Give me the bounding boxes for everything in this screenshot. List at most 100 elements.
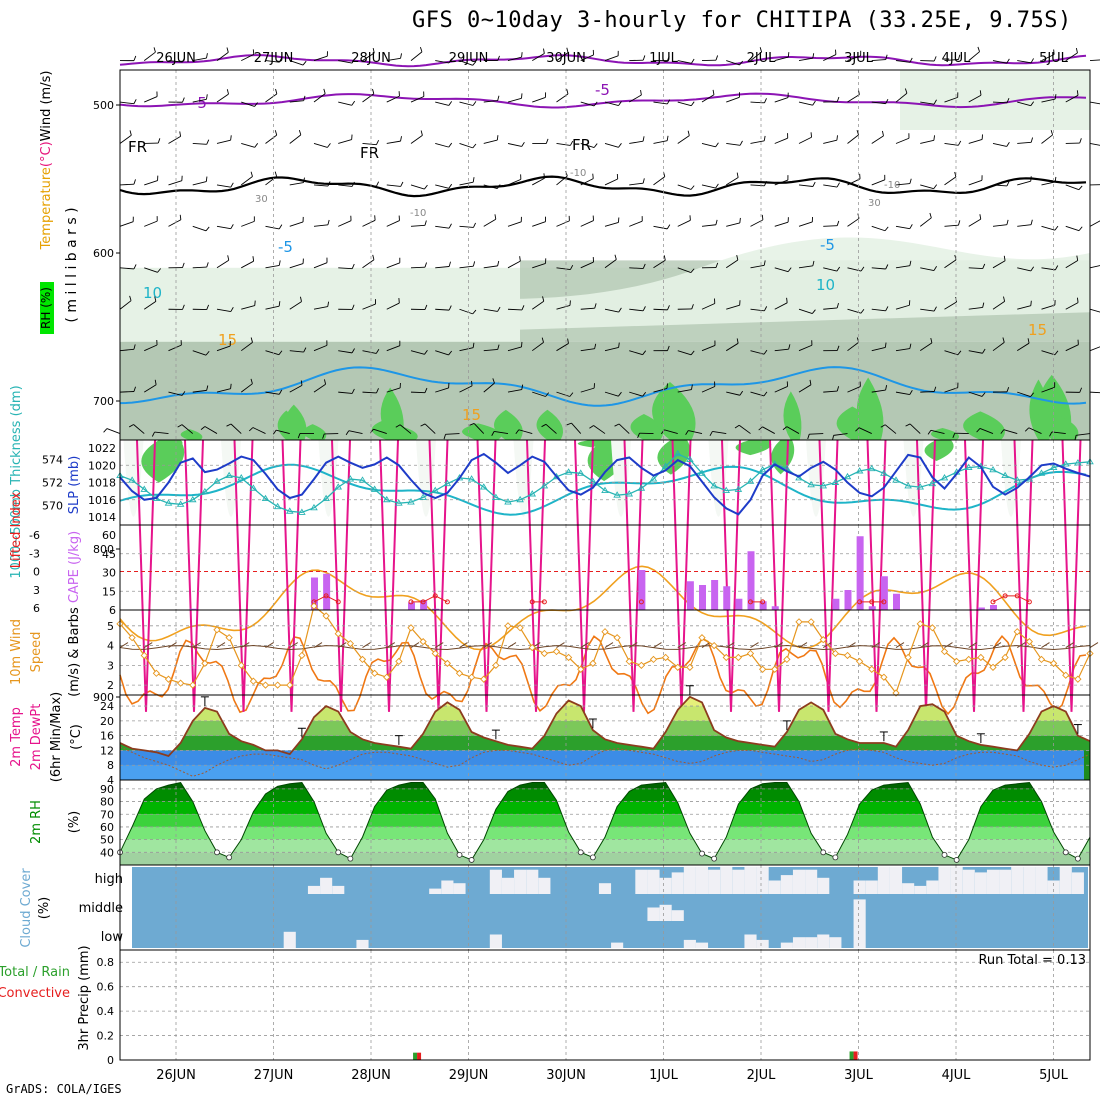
wind-barb-flag bbox=[472, 309, 477, 315]
date-label-bottom: 5JUL bbox=[1039, 1068, 1069, 1083]
wind-barb bbox=[580, 178, 594, 186]
wind-barb bbox=[992, 224, 1007, 227]
wind-barb bbox=[604, 347, 619, 352]
wind-barb bbox=[968, 94, 982, 103]
wind-barb bbox=[750, 264, 765, 269]
wind-barb bbox=[1017, 180, 1031, 186]
wind-barb-flag bbox=[715, 55, 719, 61]
cloud-clear-cell bbox=[320, 877, 333, 894]
wind-speed-marker bbox=[528, 643, 536, 652]
wind-speed-marker bbox=[940, 647, 949, 656]
wind-barb-flag bbox=[933, 135, 935, 141]
wind-barb bbox=[313, 55, 328, 62]
run-total-label: Run Total = 0.13 bbox=[978, 953, 1086, 968]
thickness-marker bbox=[467, 475, 476, 482]
wind-barb-flag bbox=[642, 178, 645, 184]
rh-band-light bbox=[120, 237, 1090, 342]
wind-barb-flag bbox=[206, 53, 208, 59]
rh-dry-spike bbox=[513, 440, 534, 517]
wind-speed-marker bbox=[201, 659, 209, 668]
wind-barb bbox=[144, 180, 158, 186]
precip-convective-label: Convective bbox=[0, 986, 70, 1001]
wind-barb bbox=[119, 391, 135, 393]
wind-barb bbox=[968, 267, 983, 269]
li-marker bbox=[323, 593, 329, 599]
wind-barb bbox=[168, 180, 182, 186]
rh-dry-spike bbox=[708, 440, 729, 517]
wind-barb bbox=[459, 181, 474, 186]
wind-barb-flag bbox=[250, 378, 253, 384]
wind-barb bbox=[192, 57, 207, 62]
wind-barb bbox=[459, 265, 474, 269]
wind-barb bbox=[798, 344, 813, 352]
wind-barb bbox=[701, 642, 711, 648]
wind-barb-flag bbox=[885, 385, 888, 391]
wind-speed-marker bbox=[128, 634, 136, 642]
wind-barb bbox=[895, 348, 910, 352]
temp-axis-label: (°C) bbox=[69, 724, 84, 750]
thickness-marker bbox=[261, 494, 270, 502]
rh-plume bbox=[303, 424, 327, 440]
thickness-axis-label: 1000~500mb Thickness (dm) bbox=[9, 385, 24, 578]
wind-barb bbox=[289, 182, 304, 186]
wind-barb bbox=[216, 642, 226, 648]
temp-tick-label: 24 bbox=[100, 700, 114, 713]
wind-barb-flag bbox=[1079, 387, 1083, 393]
cloud-cover-panel: high middle low Cloud Cover (%) bbox=[19, 864, 1091, 951]
wind-barb-flag bbox=[667, 305, 670, 311]
wind-barb bbox=[968, 307, 983, 310]
wind-barb bbox=[944, 59, 959, 62]
thickness-marker bbox=[819, 482, 828, 489]
wind-speed-marker bbox=[577, 665, 585, 673]
wind-barb-flag bbox=[1006, 219, 1009, 225]
wind-barb-flag bbox=[836, 303, 839, 309]
thickness-marker bbox=[370, 485, 379, 492]
wind-barb bbox=[386, 262, 400, 269]
wind-barb bbox=[920, 308, 935, 312]
wind-barb bbox=[143, 51, 156, 61]
wind-barb-flag bbox=[786, 297, 788, 303]
wind-barb-flag bbox=[685, 430, 689, 435]
precip-convective-bar bbox=[853, 1051, 858, 1060]
wind-barb-flag bbox=[691, 304, 694, 310]
wind-barb bbox=[362, 350, 377, 354]
precip-total-bar bbox=[413, 1052, 418, 1060]
wind-speed-marker bbox=[334, 630, 342, 638]
wind-barb-flag bbox=[759, 47, 763, 53]
wind-barb-flag bbox=[690, 268, 695, 273]
thickness-marker bbox=[673, 449, 682, 457]
wind-barb-flag bbox=[954, 254, 957, 260]
isotherm-25 bbox=[281, 439, 302, 712]
wind-barb bbox=[240, 176, 253, 186]
wind-barb bbox=[919, 217, 932, 227]
wind-barb-flag bbox=[297, 433, 301, 439]
wind-barb bbox=[701, 143, 716, 148]
wind-barb-flag bbox=[497, 55, 500, 61]
wind-barb-flag bbox=[885, 306, 889, 312]
cloud-clear-cell bbox=[683, 939, 696, 948]
wind-barb bbox=[664, 429, 678, 434]
rh-marker bbox=[941, 851, 948, 858]
wind-barb-flag bbox=[497, 344, 500, 350]
wind-barb-flag bbox=[200, 426, 206, 431]
cloud-clear-cell bbox=[647, 869, 660, 894]
wind-barb bbox=[968, 642, 978, 648]
cape-bar bbox=[408, 602, 415, 610]
wind-speed-marker bbox=[601, 628, 609, 636]
wind-barb-flag bbox=[230, 307, 234, 312]
wind-barb bbox=[1041, 386, 1055, 393]
wind-barb-flag bbox=[566, 47, 569, 53]
date-label-top: 4JUL bbox=[942, 51, 972, 66]
wind-barb-flag bbox=[279, 57, 283, 63]
wind-barb bbox=[884, 424, 897, 434]
wind-barb bbox=[216, 184, 231, 188]
wind-barb bbox=[410, 350, 425, 355]
wind-barb-flag bbox=[666, 99, 671, 105]
wind-speed-marker bbox=[237, 661, 245, 669]
cloud-clear-cell bbox=[792, 937, 806, 948]
credit-label: GrADS: COLA/IGES bbox=[6, 1082, 122, 1096]
wind-barb-flag bbox=[424, 220, 427, 226]
wind-barb bbox=[847, 134, 859, 144]
wind-barb bbox=[144, 220, 158, 227]
